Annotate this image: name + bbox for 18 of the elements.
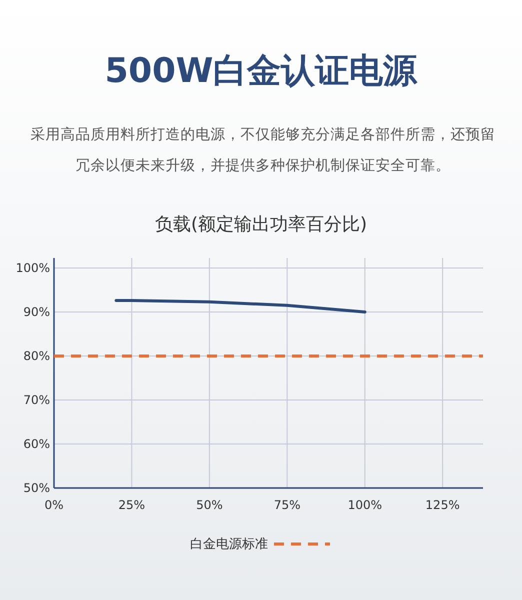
y-tick-label: 50% xyxy=(23,481,50,495)
y-tick-label: 80% xyxy=(23,349,50,363)
y-tick-label: 100% xyxy=(16,261,50,275)
title: 500W白金认证电源 xyxy=(104,50,418,93)
x-tick-label: 75% xyxy=(274,498,300,512)
xlabel: 负载(额定输出功率百分比) xyxy=(154,213,368,236)
x-tick-label: 125% xyxy=(425,498,460,512)
legend: 白金电源标准 xyxy=(0,535,522,553)
x-tick-label: 100% xyxy=(348,498,382,512)
y-tick-label: 70% xyxy=(23,393,50,407)
y-tick-label: 60% xyxy=(23,437,50,451)
legend-label: 白金电源标准 xyxy=(190,537,269,552)
x-tick-label: 25% xyxy=(118,498,146,512)
x-tick-label: 50% xyxy=(196,498,223,512)
subtitle: 采用高品质用料所打造的电源，不仅能够充分满足各部件所需，还预留冗余以便未来升级，并提供多种保护机制保证安全可靠。 xyxy=(30,126,496,176)
x-tick-label: 0% xyxy=(44,498,64,512)
y-tick-label: 90% xyxy=(23,305,50,319)
line-series xyxy=(114,299,366,314)
